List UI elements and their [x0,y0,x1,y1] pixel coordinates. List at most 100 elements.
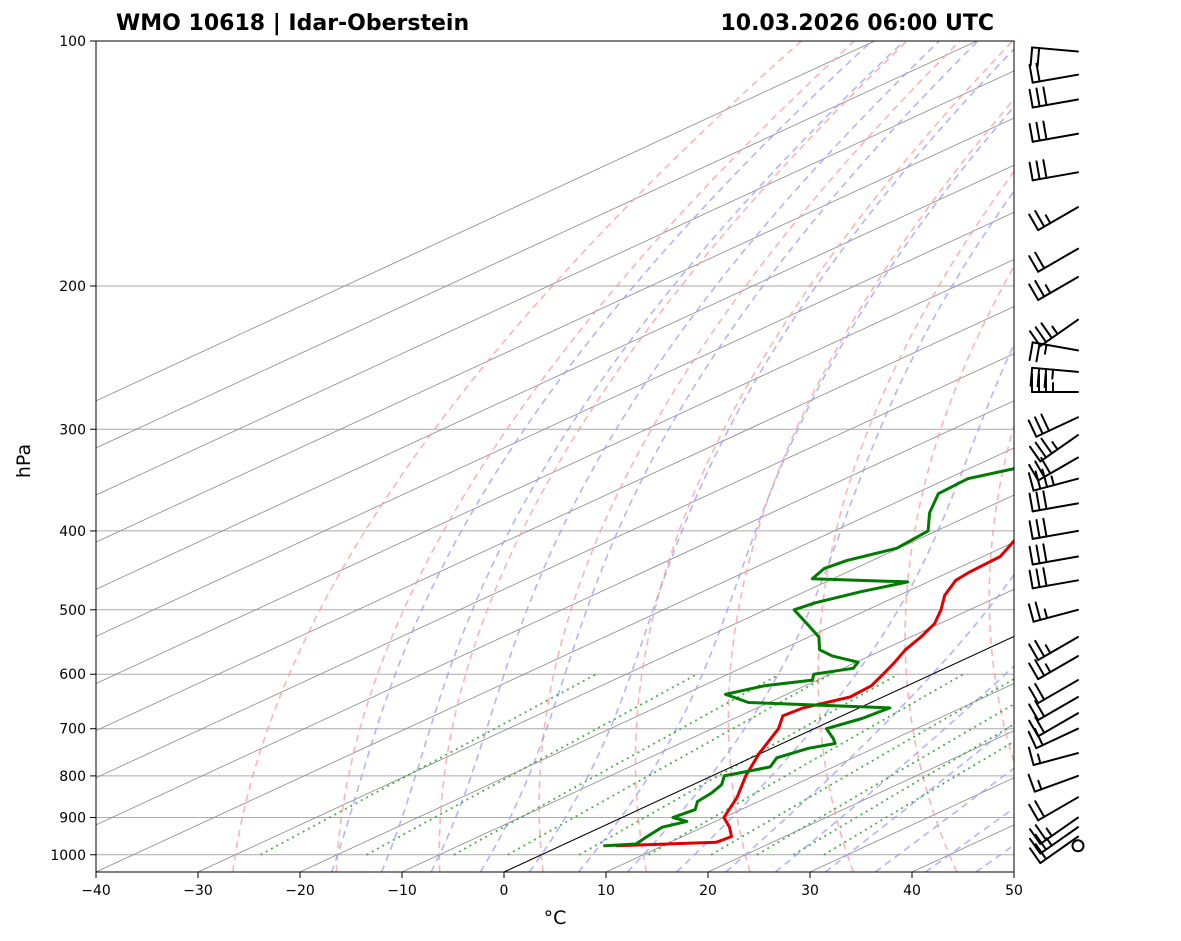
dewpoint-profile [603,467,1014,848]
isotherm-line [96,353,1014,779]
barb-half [1051,368,1055,380]
barb-full [1034,601,1042,621]
barb-full [1042,517,1048,538]
wind-barb [1028,318,1079,348]
y-tick-label: 600 [59,667,86,683]
barb-full [1029,46,1034,67]
barb-full [1034,251,1046,270]
wind-barb [1028,206,1079,232]
barb-full [1035,121,1041,142]
moist-adiabat [925,807,1014,872]
barb-full [1040,437,1053,455]
moist-adiabat [430,41,940,872]
barb-half [1050,475,1055,487]
wind-barb [1028,490,1079,513]
barb-full [1035,544,1041,565]
isotherm-line [96,117,1014,543]
moist-adiabat [380,41,905,872]
barb-full [1034,833,1048,851]
mixing-ratio-line [756,703,1014,856]
wind-barb [1028,635,1079,661]
isotherm-line [96,211,1014,637]
barb-full [1028,686,1040,705]
y-tick-label: 400 [59,524,86,540]
dry-adiabat [904,264,1014,872]
wind-barb [1028,159,1079,182]
x-tick-label: 10 [597,883,615,899]
moist-adiabat [330,41,873,872]
barb-full [1028,161,1034,182]
moist-adiabat [479,41,979,872]
wind-barb [1028,712,1079,738]
wind-barb [1027,773,1079,793]
y-tick-label: 700 [59,722,86,738]
barb-full [1028,330,1042,348]
y-axis-label: hPa [13,444,35,478]
barb-half [1037,779,1043,791]
y-axis-ticks: 100 200 300 400 500 600 700 800 900 1000 [50,34,96,864]
y-tick-label: 500 [59,603,86,619]
x-tick-label: −10 [387,883,417,899]
x-axis-ticks: −40 −30 −20 −10 0 10 20 30 40 50 [81,872,1023,899]
barb-full [1036,367,1041,388]
barb-full [1034,639,1046,658]
barb-full [1028,520,1034,540]
barb-full [1029,366,1034,387]
wind-barb [1028,276,1079,302]
wind-barb [1029,366,1079,388]
wind-barb [1028,835,1079,865]
mixing-ratio-line [710,677,1014,856]
calm-wind-circle [1071,839,1085,853]
barb-full [1028,341,1034,362]
dry-adiabat [634,41,1014,872]
barb-full [1028,463,1040,482]
barb-full [1028,847,1042,865]
x-tick-label: 30 [801,883,819,899]
plot-area [96,41,1014,872]
isotherm-lines [96,41,1014,872]
barb-full [1040,413,1050,432]
barb-full [1028,828,1042,845]
wind-barb [1029,46,1079,67]
barb-full [1028,492,1034,513]
barb-full [1035,491,1041,512]
barb-full [1028,88,1034,109]
barb-half [1044,644,1052,654]
barb-half [1051,441,1059,451]
x-tick-label: −40 [81,883,111,899]
x-tick-label: 40 [903,883,921,899]
dry-adiabat-lines [232,41,1014,872]
barb-full [1028,255,1040,273]
dry-adiabat [438,41,908,872]
mixing-ratio-line [578,673,899,856]
barb-full [1042,543,1048,564]
x-tick-label: 0 [500,883,509,899]
isobar-gridlines [96,41,1014,856]
barb-full [1028,803,1040,822]
barb-full [1035,568,1041,589]
wind-barb [1071,839,1085,853]
barb-full [1028,703,1040,722]
y-tick-label: 100 [59,34,86,50]
zero-isotherm-line [503,635,1014,872]
barb-full [1028,122,1034,143]
barb-full [1034,843,1048,860]
barb-half [1043,608,1049,620]
barb-full [1028,662,1040,681]
isotherm-line [401,588,1014,872]
barb-full [1028,569,1034,590]
isotherm-line [96,447,1014,872]
barb-full [1034,699,1046,718]
x-tick-label: 50 [1005,883,1023,899]
barb-full [1036,47,1041,67]
barb-full [1028,545,1034,566]
isotherm-line [299,541,1014,872]
barb-full [1040,322,1053,340]
moist-adiabat [577,105,1014,872]
wind-barb [1027,746,1079,766]
wind-barb [1028,816,1079,845]
x-tick-label: 20 [699,883,717,899]
isotherm-line [96,41,875,402]
barb-full [1035,160,1041,181]
